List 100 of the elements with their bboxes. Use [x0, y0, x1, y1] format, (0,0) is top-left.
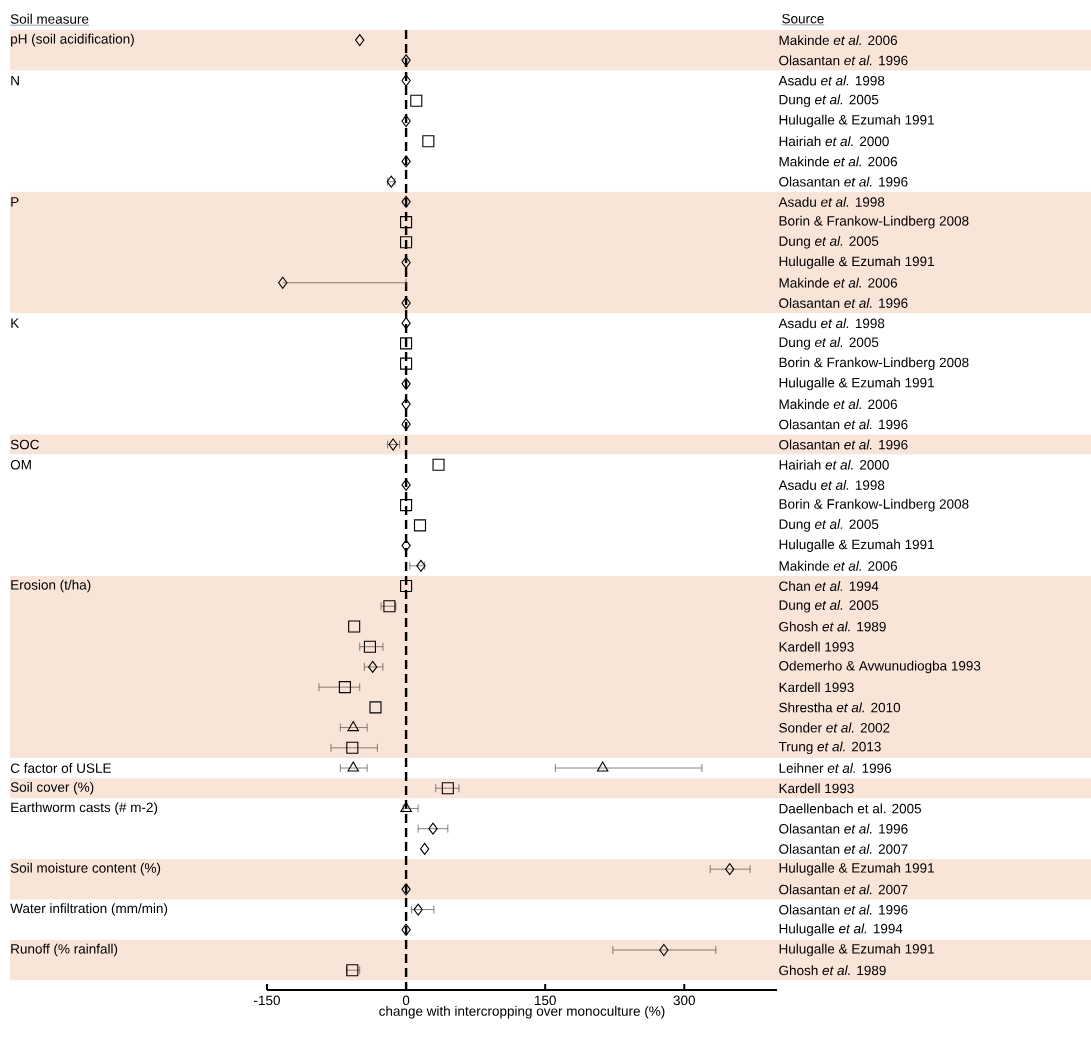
y-tick-label: Asadu et al. 1998 [778, 75, 885, 86]
y2-tick-label: K [11, 318, 20, 328]
point [347, 761, 359, 772]
y-tick-label: Makinde et al. 2006 [779, 35, 898, 46]
y-tick-label: Dung et al. 2005 [779, 94, 879, 108]
point [401, 195, 411, 208]
point [659, 943, 669, 957]
x-tick-label: 0 [402, 995, 410, 1006]
y-tick-label: Olasantan et al. 1996 [779, 823, 908, 834]
point [401, 883, 411, 896]
y2-tick-label: Erosion (t/ha) [11, 579, 91, 593]
point [401, 256, 411, 269]
x-tick-label: -150 [254, 995, 280, 1006]
point [725, 863, 735, 876]
point [347, 721, 359, 732]
y2-tick-label: Soil moisture content (%) [10, 862, 161, 876]
point [400, 236, 413, 249]
y2-tick-label: SOC [10, 439, 39, 450]
point [410, 94, 423, 107]
y-tick-label: Dung et al. 2005 [779, 519, 879, 532]
y-tick-label: Asadu et al. 1998 [778, 479, 885, 490]
point [401, 478, 411, 491]
y-tick-label: Borin & Frankow-Lindberg 2008 [779, 357, 969, 370]
point [401, 296, 411, 310]
y-tick-label: Olasantan et al. 1996 [779, 439, 908, 450]
y-tick-label: Olasantan et al. 2007 [779, 884, 908, 895]
y-tick-label: Dung et al. 2005 [779, 599, 879, 613]
y-tick-label: Hulugalle & Ezumah 1991 [779, 862, 934, 876]
point [278, 276, 288, 289]
point [338, 681, 351, 694]
x-axis-title: change with intercropping over monoculture (%) [379, 1005, 665, 1019]
point [422, 135, 435, 148]
y-tick-label: Makinde et al. 2006 [779, 560, 898, 571]
y-tick-label: Ghosh et al. 1989 [779, 965, 886, 976]
y2-tick-label: C factor of USLE [10, 763, 111, 773]
point [369, 701, 382, 714]
y-tick-label: Makinde et al. 2006 [779, 399, 898, 410]
point [413, 903, 423, 916]
y-tick-label: Hulugalle & Ezumah 1991 [779, 114, 934, 128]
point [346, 741, 359, 754]
y-tick-label: Dung et al. 2005 [779, 337, 879, 350]
point [401, 54, 411, 67]
point [401, 74, 411, 87]
point [432, 458, 445, 471]
y-tick-label: Borin & Frankow-Lindberg 2008 [779, 498, 969, 512]
y2-tick-label: Runoff (% rainfall) [11, 943, 118, 957]
point [401, 155, 411, 168]
y2-tick-label: OM [10, 459, 31, 470]
point [441, 782, 454, 795]
x-tick-label: 300 [673, 995, 695, 1006]
y-tick-label: Leihner et al. 1996 [779, 763, 892, 773]
point [401, 539, 411, 552]
y-tick-label: Asadu et al. 1998 [778, 318, 885, 329]
y-tick-label: Hulugalle & Ezumah 1991 [779, 256, 934, 269]
point [401, 377, 411, 390]
y-tick-label: Olasantan et al. 1996 [779, 298, 908, 308]
y-tick-label: Olasantan et al. 2007 [779, 843, 908, 854]
x-tick-label: 150 [534, 995, 556, 1006]
y-tick-label: Hulugalle & Ezumah 1991 [779, 943, 934, 957]
y-tick-label: Kardell 1993 [779, 641, 854, 652]
y-tick-label: Shrestha et al. 2010 [779, 702, 901, 713]
y-tick-label: Asadu et al. 1998 [778, 196, 885, 207]
y-tick-label: Hairiah et al. 2000 [779, 136, 889, 147]
point [400, 337, 413, 350]
y-tick-label: Kardell 1993 [779, 783, 854, 794]
y-tick-label: Olasantan et al. 1996 [779, 904, 908, 915]
y2-tick-label: Water infiltration (mm/min) [10, 903, 168, 916]
y-axis-title: Source [782, 13, 824, 24]
y-tick-label: Odemerho & Avwunudiogba 1993 [779, 660, 981, 674]
y-tick-label: Hairiah et al. 2000 [779, 459, 889, 470]
y2-tick-label: pH (soil acidification) [11, 33, 134, 47]
y2-tick-label: Earthworm casts (# m-2) [11, 802, 158, 815]
point [368, 660, 378, 673]
y-tick-label: Daellenbach et al. 2005 [779, 803, 922, 814]
y-tick-label: Ghosh et al. 1989 [779, 621, 886, 632]
y-tick-label: Olasantan et al. 1996 [779, 419, 908, 430]
y-tick-label: Kardell 1993 [779, 682, 854, 693]
y2-tick-label: N [11, 75, 19, 86]
point [413, 519, 427, 532]
point [401, 114, 411, 128]
point [401, 923, 411, 936]
point [348, 620, 361, 633]
y2-tick-label: Soil cover (%) [10, 781, 94, 795]
text: Soil measure [10, 13, 89, 24]
y-tick-label: Sonder et al. 2002 [779, 722, 890, 733]
y-tick-label: Trung et al. 2013 [778, 741, 881, 755]
y-tick-label: Makinde et al. 2006 [779, 277, 898, 288]
y-tick-label: Makinde et al. 2006 [779, 156, 898, 167]
y-tick-label: Borin & Frankow-Lindberg 2008 [779, 215, 969, 229]
y-tick-label: Olasantan et al. 1996 [779, 55, 908, 66]
point [401, 317, 411, 330]
y-tick-label: Olasantan et al. 1996 [779, 176, 908, 187]
point [419, 842, 430, 855]
point [416, 559, 426, 572]
y-tick-label: Hulugalle & Ezumah 1991 [779, 539, 934, 552]
point [596, 761, 609, 772]
point [400, 499, 413, 512]
y-tick-label: Chan et al. 1994 [779, 581, 879, 591]
point [363, 640, 376, 653]
point [400, 216, 413, 229]
